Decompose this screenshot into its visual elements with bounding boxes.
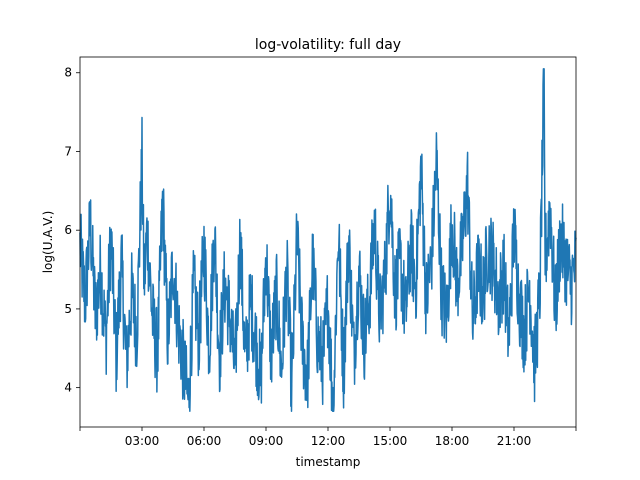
y-tick-label: 5 bbox=[64, 302, 72, 316]
x-tick-label: 06:00 bbox=[187, 434, 222, 448]
x-tick-label: 21:00 bbox=[497, 434, 532, 448]
y-tick-label: 8 bbox=[64, 66, 72, 80]
y-tick-label: 6 bbox=[64, 223, 72, 237]
y-tick-label: 4 bbox=[64, 381, 72, 395]
x-axis-ticks: 03:00 06:00 09:00 12:00 15:00 18:00 21:00 bbox=[79, 427, 577, 448]
x-axis-title: timestamp bbox=[296, 455, 361, 469]
chart-title: log-volatility: full day bbox=[255, 37, 401, 53]
x-tick-label: 09:00 bbox=[249, 434, 284, 448]
x-tick-label: 15:00 bbox=[373, 434, 408, 448]
x-tick-label: 18:00 bbox=[435, 434, 470, 448]
y-axis-title: log(U.A.V.) bbox=[41, 211, 55, 274]
series-line bbox=[79, 68, 577, 413]
x-tick-label: 12:00 bbox=[311, 434, 346, 448]
y-axis-ticks: 4 5 6 7 8 bbox=[64, 66, 80, 395]
y-tick-label: 7 bbox=[64, 144, 72, 158]
x-tick-label: 03:00 bbox=[125, 434, 160, 448]
